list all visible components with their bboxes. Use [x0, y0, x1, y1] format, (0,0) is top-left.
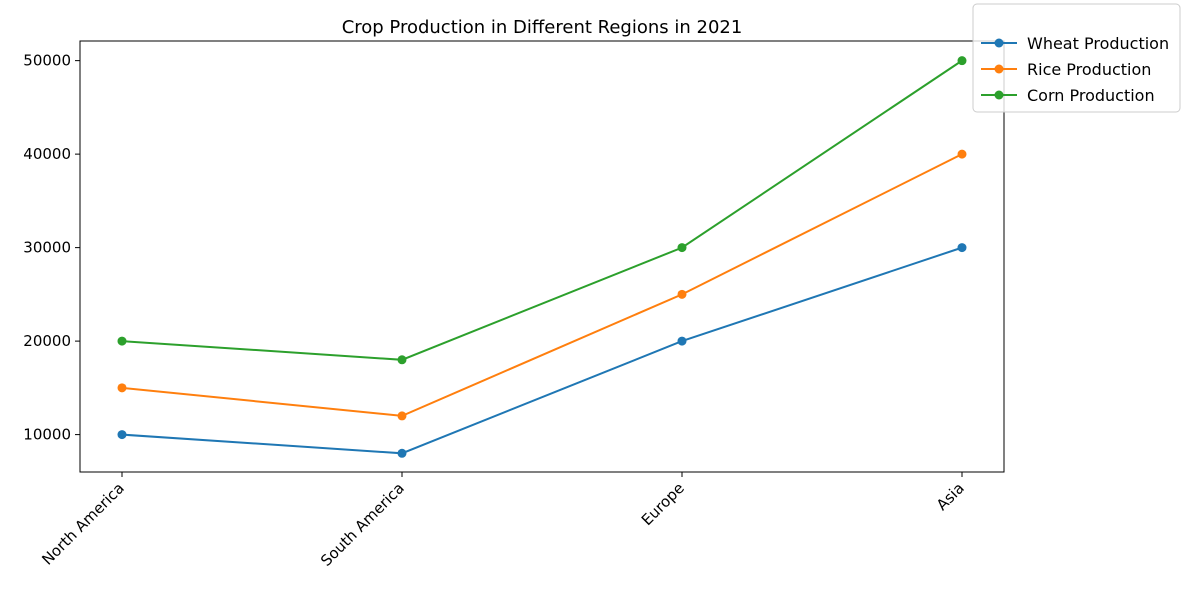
x-tick-label: Europe	[638, 479, 688, 529]
x-tick-label: North America	[38, 479, 128, 569]
legend: Wheat Production Rice Production Corn Prod…	[972, 3, 1181, 113]
legend-item: Wheat Production	[981, 34, 1169, 53]
data-point	[117, 383, 127, 393]
data-point	[117, 336, 127, 346]
legend-marker	[994, 64, 1004, 74]
y-axis: 10000 20000 30000 40000 50000	[23, 52, 80, 444]
data-point	[957, 56, 967, 66]
y-tick-label: 20000	[23, 332, 71, 350]
x-tick-label: Asia	[933, 479, 968, 514]
x-tick-label: South America	[317, 479, 408, 570]
legend-marker	[994, 38, 1004, 48]
legend-label: Wheat Production	[1027, 34, 1169, 53]
series-line	[121, 246, 963, 455]
y-tick-label: 10000	[23, 426, 71, 444]
series-line	[121, 59, 963, 361]
y-tick-label: 50000	[23, 52, 71, 70]
data-point	[677, 243, 687, 253]
series-line	[121, 153, 963, 417]
data-point	[677, 336, 687, 346]
x-axis: North America South America Europe Asia	[38, 472, 968, 570]
legend-box	[972, 3, 1181, 113]
series-rice-production	[117, 149, 967, 421]
series-corn-production	[117, 56, 967, 365]
legend-label: Corn Production	[1027, 86, 1155, 105]
data-point	[957, 243, 967, 253]
series-wheat-production	[117, 243, 967, 458]
legend-marker	[994, 90, 1004, 100]
y-tick-label: 30000	[23, 239, 71, 257]
legend-label: Rice Production	[1027, 60, 1151, 79]
chart-title: Crop Production in Different Regions in …	[342, 17, 743, 38]
data-point	[397, 355, 407, 365]
legend-item: Corn Production	[981, 86, 1155, 105]
y-tick-label: 40000	[23, 145, 71, 163]
data-point	[397, 448, 407, 458]
data-point	[117, 430, 127, 440]
data-point	[677, 289, 687, 299]
plot-area-frame	[79, 40, 1005, 473]
data-point	[957, 149, 967, 159]
legend-item: Rice Production	[981, 60, 1151, 79]
data-point	[397, 411, 407, 421]
series-layer	[117, 56, 967, 458]
